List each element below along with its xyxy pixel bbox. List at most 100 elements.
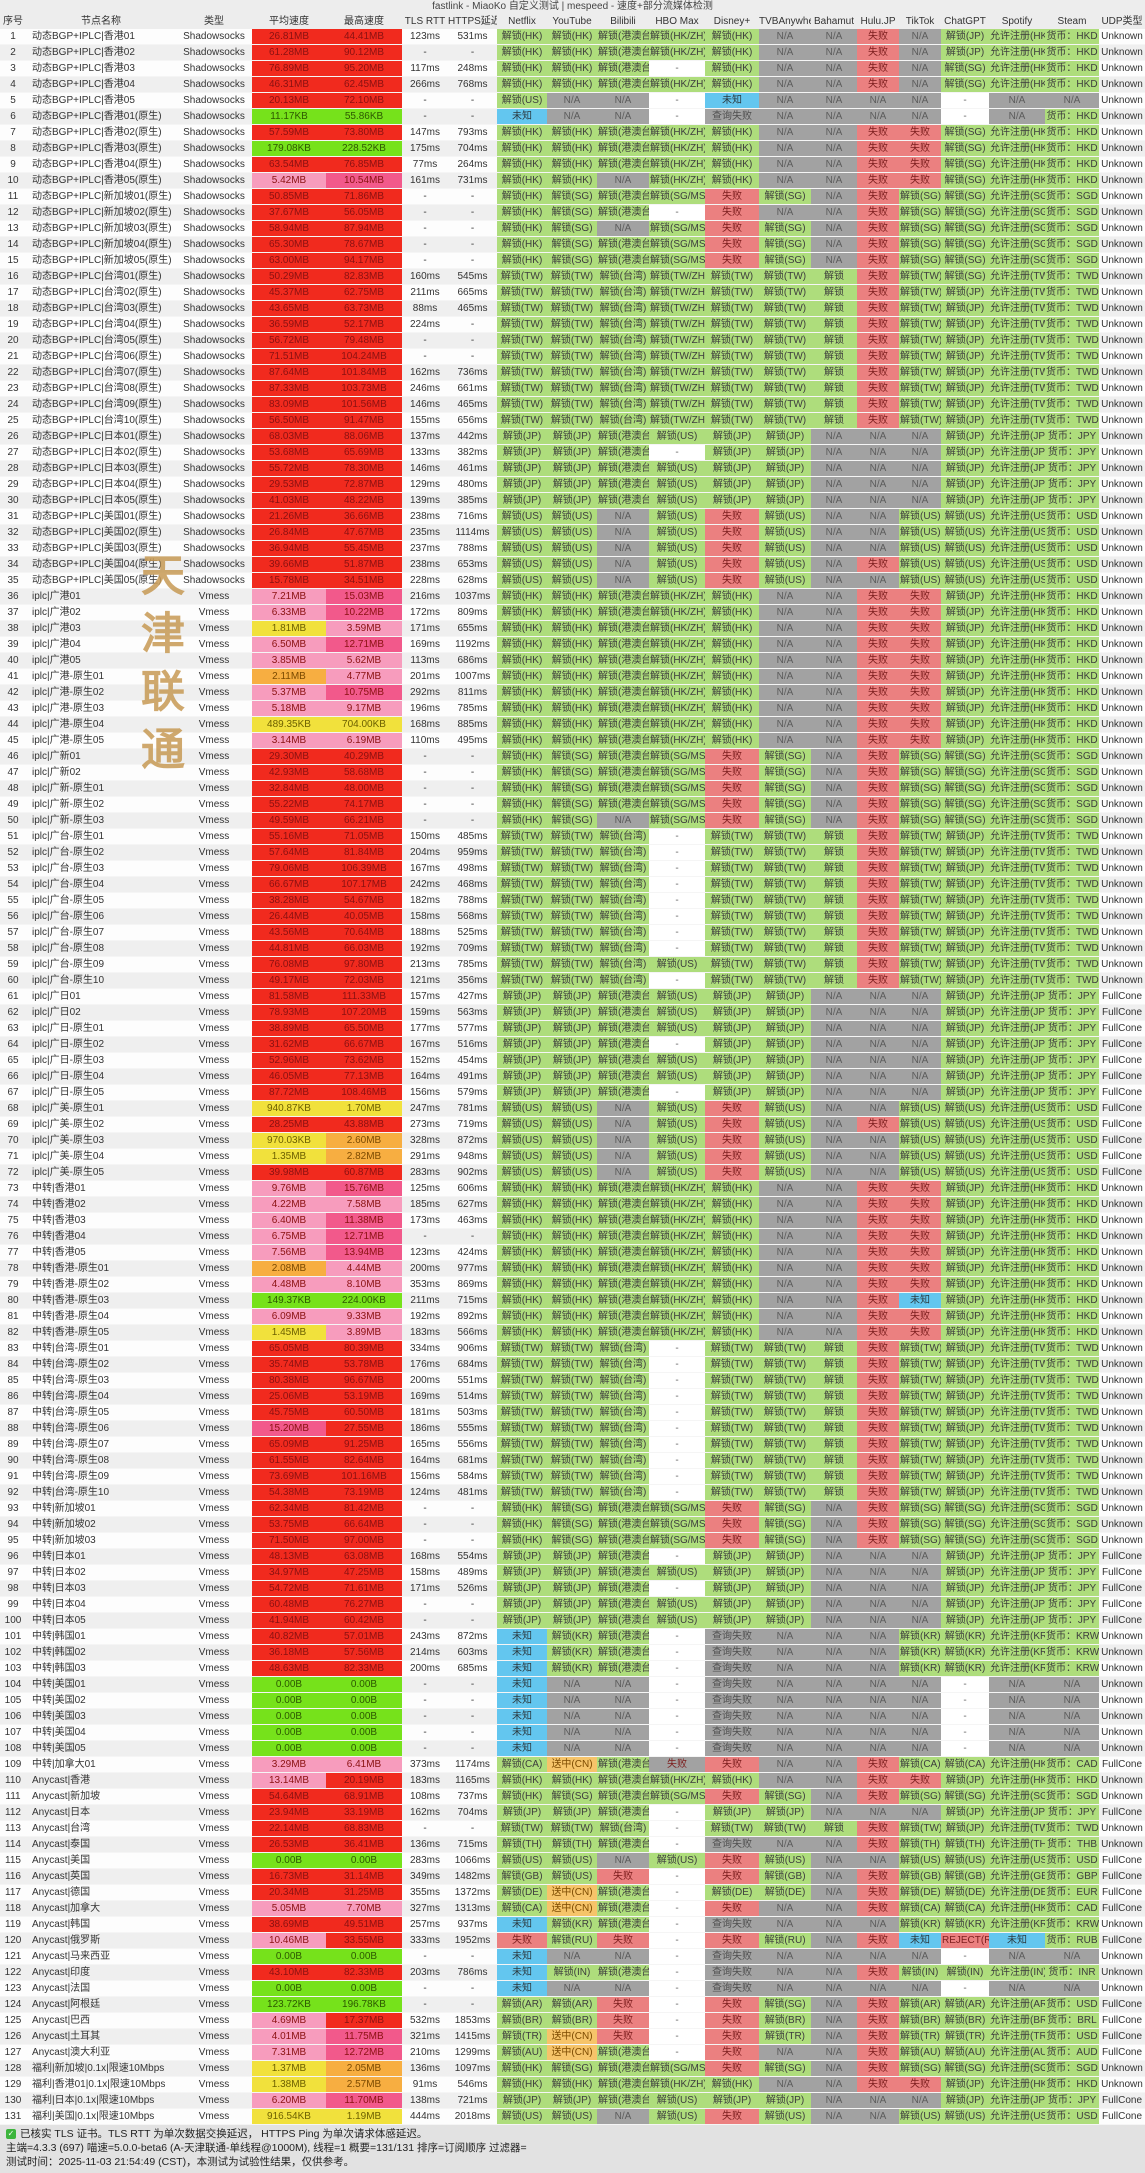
cell-chatgpt: 解锁(SG) — [941, 1532, 989, 1549]
cell-avg-speed: 31.62MB — [252, 1036, 326, 1053]
cell-hbo-max: 解锁(HK/ZH) — [649, 620, 705, 637]
cell-bilibili: N/A — [597, 1708, 649, 1725]
cell-bilibili: 解锁(港澳台) — [597, 748, 649, 765]
cell-disney-plus: 查询失败 — [705, 1836, 759, 1853]
cell-bilibili: 解锁(台湾) — [597, 1820, 649, 1837]
cell-tiktok: 解锁(TW) — [899, 1484, 941, 1501]
table-row: 63 iplc|广日-原生01 Vmess 38.89MB 65.50MB 177ms 57… — [0, 1020, 1145, 1037]
cell-steam: 货币：TWD — [1045, 1340, 1099, 1357]
cell-youtube: 解锁(US) — [547, 524, 597, 541]
cell-hulu-jp: N/A — [857, 1916, 899, 1933]
cell-netflix: 未知 — [497, 1724, 547, 1741]
cell-seq: 87 — [0, 1404, 26, 1421]
cell-hulu-jp: N/A — [857, 1660, 899, 1677]
cell-steam: 货币：JPY — [1045, 1084, 1099, 1101]
cell-netflix: 未知 — [497, 1644, 547, 1661]
cell-https-latency: 872ms — [448, 1628, 497, 1645]
cell-hbo-max: 解锁(HK/ZH) — [649, 652, 705, 669]
cell-youtube: 解锁(JP) — [547, 988, 597, 1005]
cell-steam: 货币：HKD — [1045, 60, 1099, 77]
cell-tiktok: N/A — [899, 1948, 941, 1965]
cell-spotify: 允许注册(TW) — [989, 908, 1045, 925]
cell-disney-plus: 解锁(TW) — [705, 1468, 759, 1485]
cell-hbo-max: 解锁(HK/ZH) — [649, 1276, 705, 1293]
cell-tls-rtt: 349ms — [402, 1868, 448, 1885]
cell-bahamut: 解锁 — [811, 332, 857, 349]
cell-steam: 货币：USD — [1045, 508, 1099, 525]
cell-hulu-jp: 失败 — [857, 236, 899, 253]
cell-hbo-max: - — [649, 1740, 705, 1757]
cell-node-type: Vmess — [176, 828, 252, 845]
cell-https-latency: 1165ms — [448, 1772, 497, 1789]
cell-disney-plus: 解锁(TW) — [705, 828, 759, 845]
cell-avg-speed: 61.28MB — [252, 44, 326, 61]
cell-spotify: 允许注册(HK) — [989, 1772, 1045, 1789]
cell-bilibili: 解锁(港澳台) — [597, 124, 649, 141]
cell-tvbanywhere: N/A — [759, 1660, 811, 1677]
cell-hbo-max: 解锁(SG/MS) — [649, 780, 705, 797]
cell-disney-plus: 查询失败 — [705, 1916, 759, 1933]
cell-bilibili: 解锁(港澳台) — [597, 1772, 649, 1789]
cell-avg-speed: 6.09MB — [252, 1308, 326, 1325]
cell-disney-plus: 解锁(TW) — [705, 316, 759, 333]
cell-https-latency: 885ms — [448, 716, 497, 733]
cell-youtube: 解锁(JP) — [547, 1052, 597, 1069]
cell-node-type: Shadowsocks — [176, 492, 252, 509]
cell-youtube: 解锁(BR) — [547, 2012, 597, 2029]
cell-spotify: 允许注册(HK) — [989, 60, 1045, 77]
cell-youtube: 解锁(TW) — [547, 860, 597, 877]
cell-node-name: Anycast|加拿大 — [26, 1900, 176, 1917]
cell-max-speed: 81.42MB — [326, 1500, 402, 1517]
cell-node-type: Shadowsocks — [176, 524, 252, 541]
cell-spotify: 允许注册(TW) — [989, 332, 1045, 349]
cell-udp-type: Unknown — [1099, 764, 1145, 781]
cell-tls-rtt: 123ms — [402, 1244, 448, 1261]
cell-steam: 货币：TWD — [1045, 860, 1099, 877]
cell-bahamut: N/A — [811, 668, 857, 685]
cell-avg-speed: 87.33MB — [252, 380, 326, 397]
cell-tiktok: 解锁(TW) — [899, 1388, 941, 1405]
cell-seq: 55 — [0, 892, 26, 909]
cell-node-name: 动态BGP+IPLC|台湾08(原生) — [26, 380, 176, 397]
cell-hbo-max: 解锁(US) — [649, 1052, 705, 1069]
table-row: 54 iplc|广台-原生04 Vmess 66.67MB 107.17MB 242ms 4… — [0, 876, 1145, 893]
cell-node-name: 中转|台湾-原生09 — [26, 1468, 176, 1485]
cell-hulu-jp: N/A — [857, 460, 899, 477]
cell-spotify: N/A — [989, 1692, 1045, 1709]
cell-bahamut: 解锁 — [811, 892, 857, 909]
cell-chatgpt: 解锁(JP) — [941, 1068, 989, 1085]
cell-https-latency: - — [448, 748, 497, 765]
cell-avg-speed: 46.31MB — [252, 76, 326, 93]
cell-netflix: 解锁(JP) — [497, 460, 547, 477]
cell-bilibili: 解锁(港澳台) — [597, 1612, 649, 1629]
cell-udp-type: FullCone — [1099, 1564, 1145, 1581]
cell-tvbanywhere: 解锁(SG) — [759, 1996, 811, 2013]
cell-max-speed: 63.73MB — [326, 300, 402, 317]
cell-bahamut: N/A — [811, 812, 857, 829]
cell-max-speed: 13.94MB — [326, 1244, 402, 1261]
cell-avg-speed: 63.54MB — [252, 156, 326, 173]
cell-tls-rtt: - — [402, 780, 448, 797]
cell-seq: 109 — [0, 1756, 26, 1773]
cell-max-speed: 40.05MB — [326, 908, 402, 925]
cell-node-type: Vmess — [176, 2108, 252, 2125]
cell-max-speed: 66.03MB — [326, 940, 402, 957]
cell-https-latency: 715ms — [448, 1836, 497, 1853]
cell-steam: 货币：TWD — [1045, 268, 1099, 285]
cell-node-name: 动态BGP+IPLC|台湾10(原生) — [26, 412, 176, 429]
cell-max-speed: 57.56MB — [326, 1644, 402, 1661]
cell-chatgpt: 解锁(JP) — [941, 444, 989, 461]
cell-steam: 货币：HKD — [1045, 700, 1099, 717]
cell-bahamut: 解锁 — [811, 284, 857, 301]
cell-udp-type: Unknown — [1099, 940, 1145, 957]
cell-https-latency: 568ms — [448, 908, 497, 925]
cell-netflix: 解锁(TW) — [497, 268, 547, 285]
cell-tiktok: N/A — [899, 492, 941, 509]
cell-https-latency: - — [448, 1612, 497, 1629]
cell-netflix: 解锁(GB) — [497, 1868, 547, 1885]
cell-tvbanywhere: 解锁(TW) — [759, 972, 811, 989]
cell-steam: 货币：SGD — [1045, 188, 1099, 205]
column-header-15: TikTok — [899, 14, 941, 29]
cell-avg-speed: 6.20MB — [252, 2092, 326, 2109]
cell-udp-type: Unknown — [1099, 1404, 1145, 1421]
